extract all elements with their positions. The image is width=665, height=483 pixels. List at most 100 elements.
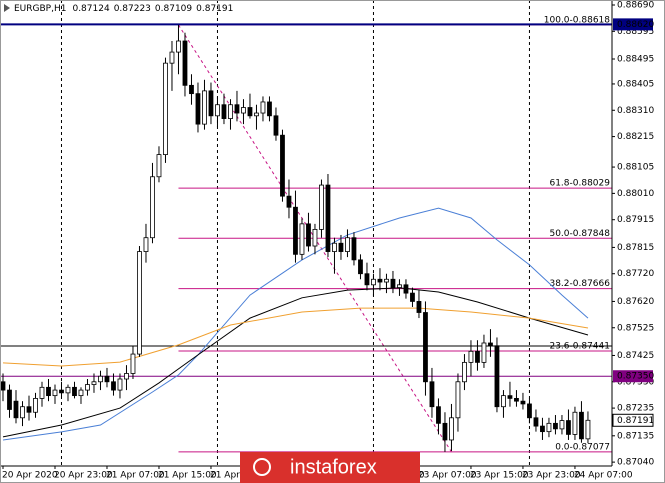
candle-body (78, 389, 84, 397)
candle-body (546, 422, 552, 433)
moving-average (2, 207, 589, 441)
price-box-label: 0.88620 (617, 20, 654, 30)
candle-body (156, 154, 162, 178)
candle-body (566, 420, 571, 435)
candle-body (150, 176, 155, 239)
candle-body (306, 223, 311, 247)
candle-body (130, 353, 136, 374)
candle-body (7, 389, 12, 410)
candle-body (182, 40, 188, 86)
price-box (613, 18, 653, 31)
candle-body (215, 104, 220, 117)
candle-body (455, 381, 461, 419)
y-tick-label: 0.87915 (617, 215, 654, 225)
candle-body (241, 107, 246, 114)
candle-body (345, 237, 350, 252)
candle-body (72, 386, 77, 397)
candle-body (286, 195, 292, 208)
candle-body (514, 397, 519, 402)
candle-body (319, 184, 324, 230)
candle-body (104, 375, 110, 383)
candle-body (585, 419, 591, 440)
x-tick-label: 23 Apr 07:00 (418, 471, 477, 481)
candle-body (163, 62, 168, 155)
candle-body (293, 206, 298, 255)
candle-body (0, 381, 6, 391)
candle-body (442, 422, 448, 441)
candle-body (371, 278, 376, 286)
candle-body (579, 411, 584, 440)
fibo-label: 100.0-0.88618 (544, 15, 611, 25)
fibo-label: 61.8-0.88029 (549, 179, 610, 189)
candle-body (351, 237, 357, 261)
candle-body (520, 400, 526, 405)
candle-body (169, 51, 175, 64)
candle-body (228, 104, 233, 119)
candle-body (312, 228, 318, 247)
y-tick-label: 0.88405 (617, 79, 654, 89)
candle-body (39, 386, 45, 399)
y-tick-label: 0.87525 (617, 323, 654, 333)
candle-body (273, 115, 279, 136)
candle-body (117, 378, 123, 391)
fibo-label: 50.0-0.87848 (549, 229, 610, 239)
candle-body (254, 112, 259, 117)
candle-body (332, 242, 337, 252)
candle-body (390, 278, 396, 288)
candle-body (553, 422, 558, 430)
price-box (613, 370, 653, 383)
candle-body (338, 242, 344, 252)
candle-body (403, 284, 409, 294)
x-tick-label: 20 Apr 23:00 (54, 471, 113, 481)
candle-body (124, 373, 129, 380)
y-tick-label: 0.87040 (617, 458, 654, 468)
candle-body (85, 384, 90, 391)
current-price-label: 0.87191 (617, 416, 654, 426)
y-tick-label: 0.87425 (617, 351, 654, 361)
candle-body (481, 342, 487, 363)
candle-body (358, 259, 363, 275)
candle-body (280, 134, 285, 197)
candle-body (494, 345, 500, 408)
x-tick-label: 21 Apr 15:00 (158, 471, 217, 481)
candle-body (195, 93, 201, 125)
candle-body (429, 381, 435, 408)
header-high: 0.87223 (114, 4, 151, 14)
candle-body (52, 389, 58, 397)
candle-body (501, 395, 506, 408)
candle-body (377, 278, 383, 283)
candle-body (98, 375, 103, 383)
candle-body (364, 273, 370, 286)
candle-body (572, 411, 578, 435)
y-tick-label: 0.87330 (617, 377, 654, 387)
candle-body (533, 417, 539, 427)
candle-body (208, 90, 214, 117)
candle-body (33, 397, 38, 413)
moving-average (2, 287, 589, 438)
candle-body (397, 284, 402, 288)
watermark-logo (253, 458, 271, 476)
y-tick-label: 0.88105 (617, 163, 654, 173)
candle-body (59, 389, 64, 394)
y-tick-label: 0.88690 (617, 0, 654, 10)
header-low: 0.87109 (155, 4, 192, 14)
candle-body (559, 420, 565, 430)
candle-body (13, 400, 19, 419)
y-tick-label: 0.88495 (617, 55, 654, 65)
y-tick-label: 0.87135 (617, 431, 654, 441)
header-open: 0.87124 (72, 4, 109, 14)
fibo-label: 38.2-0.87666 (549, 279, 610, 289)
price-box-label: 0.87350 (617, 372, 654, 382)
candle-body (137, 251, 142, 355)
header: EURGBP,H1 0.87124 0.87223 0.87109 0.87191 (14, 4, 233, 14)
candle-body (111, 381, 116, 391)
candle-body (221, 104, 227, 119)
candle-body (468, 350, 474, 363)
x-tick-label: 20 Apr 2020 (2, 471, 58, 481)
watermark: instaforex (290, 456, 377, 478)
candle-body (325, 184, 331, 252)
header-close: 0.87191 (196, 4, 233, 14)
y-tick-label: 0.88595 (617, 27, 654, 37)
candle-body (384, 278, 389, 283)
